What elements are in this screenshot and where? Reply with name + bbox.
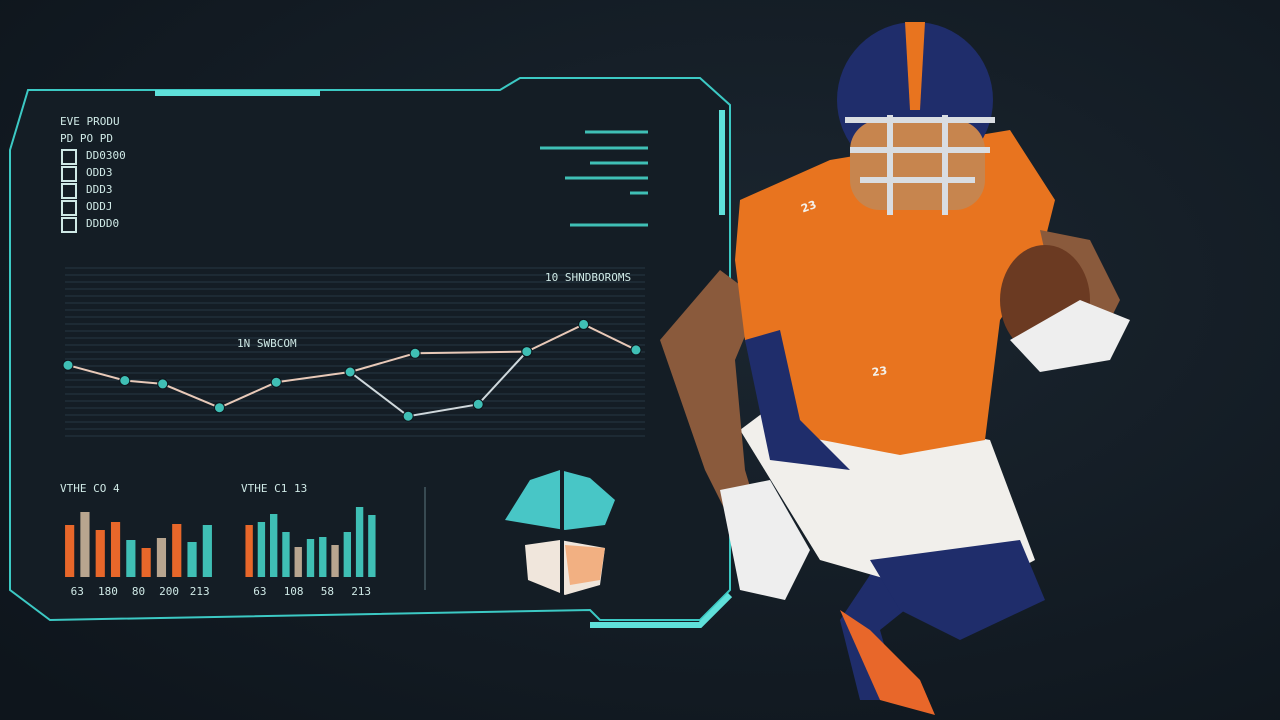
line-point [62,359,74,371]
bar [319,537,327,577]
bar [187,542,197,577]
bar-label: 58 [321,585,334,598]
legend-label: ODDJ [86,200,113,213]
bar-label: 63 [71,585,84,598]
bar [141,548,151,577]
bar [245,525,253,577]
bar-label: 80 [132,585,145,598]
annotation: 1N SWBCOM [237,337,297,350]
panel-accent [590,592,733,628]
legend-label: PD PO PD [60,132,113,145]
bar-chart-title: VTHE CO 4 [60,482,120,495]
chart-title: 10 SHNDBOROMS [545,271,631,284]
legend-label: DDD3 [86,183,113,196]
bar-chart-title: VTHE C1 13 [241,482,307,495]
legend-box [61,166,77,182]
legend-label: EVE PRODU [60,115,120,128]
bar [95,530,105,577]
bar-label: 63 [253,585,266,598]
bar [126,540,136,577]
line-point [472,398,484,410]
bar-label: 108 [284,585,304,598]
line-point [630,344,642,356]
line-point [521,346,533,358]
bar [270,514,278,577]
line-point [119,375,131,386]
bar [355,507,364,577]
bar [156,538,167,577]
shoulder-number: 23 [799,198,818,215]
line-point [344,366,356,378]
line-series [349,350,528,418]
line-point [409,347,421,359]
bar [306,539,315,577]
legend-box [61,183,77,199]
line-point [157,378,169,390]
bar-label: 213 [190,585,210,598]
bar [172,524,182,577]
bar [80,512,90,577]
legend-label: DDDD0 [86,217,119,230]
heatmap [505,470,615,598]
line-series [67,323,637,409]
bar [368,515,376,577]
legend-label: ODD3 [86,166,113,179]
jersey-number: 23 [871,364,888,379]
line-point [270,376,282,388]
bar-label: 200 [159,585,179,598]
bar-label: 180 [98,585,118,598]
line-point [402,410,414,422]
side-bars [540,130,648,227]
line-point [578,318,590,330]
bar [343,532,351,577]
line-point [213,402,225,414]
legend-box [61,217,77,233]
bar [65,525,75,577]
bar-label: 213 [351,585,371,598]
legend-label: DD0300 [86,149,126,162]
bar [294,547,302,577]
bar [331,545,339,577]
bar [257,522,266,577]
legend-box [61,200,77,216]
bar [110,522,121,577]
legend-box [61,149,77,165]
bar [282,532,290,577]
player: 23 23 [660,22,1130,715]
bar [202,525,212,577]
